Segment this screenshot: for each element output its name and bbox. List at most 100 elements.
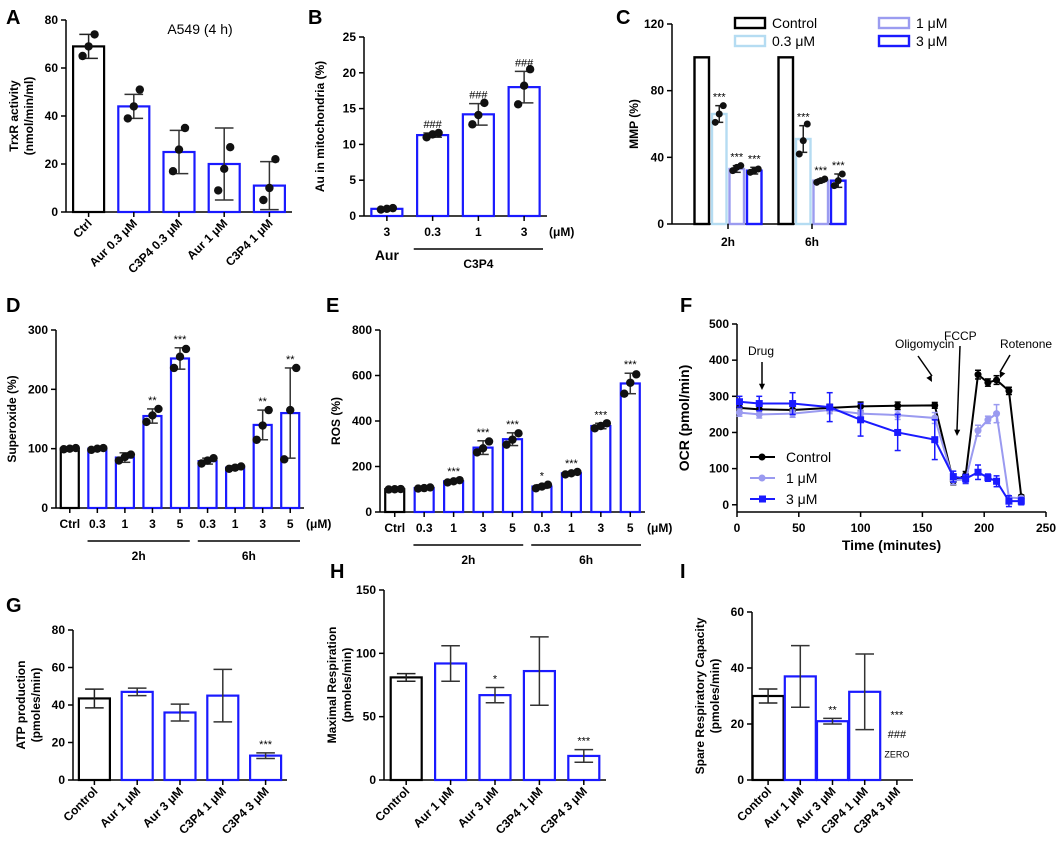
x-tick-label: C3P4 1 μM xyxy=(223,216,276,269)
data-point xyxy=(632,370,641,379)
y-tick-label: 200 xyxy=(28,382,48,396)
data-point xyxy=(894,428,902,436)
y-tick-label: 5 xyxy=(349,173,356,187)
x-tick-label: C3P4 1 μM xyxy=(493,784,546,837)
y-tick-label: 60 xyxy=(731,605,745,619)
data-point xyxy=(737,162,745,170)
bar xyxy=(751,694,785,782)
significance-label: ### xyxy=(469,90,488,102)
y-axis-label-line: Spare Respiratory Capacity xyxy=(693,617,707,774)
x-tick-label: 5 xyxy=(287,517,294,531)
data-point xyxy=(396,484,405,494)
panel-a: A 0 20 40 60 80 TrxR activity(nmol/min/ml) Ctrl… xyxy=(6,7,292,276)
y-tick-label: 80 xyxy=(651,84,665,98)
panel-e: E 0 200 400 600 800 ROS (%) Ctrl 0.3 *** 1 *** 3 *** 5… xyxy=(326,295,672,567)
data-point xyxy=(626,378,635,387)
annotation-arrow xyxy=(917,355,933,377)
y-tick-label: 60 xyxy=(45,61,59,75)
data-point xyxy=(755,410,763,418)
data-point xyxy=(264,405,273,415)
legend-label: 0.3 μM xyxy=(772,33,815,49)
data-point xyxy=(620,389,629,398)
y-tick-label: 300 xyxy=(709,389,729,403)
y-axis-label-line: Maximal Respiration xyxy=(325,627,339,744)
y-axis-label-line: (pmoles/min) xyxy=(708,659,722,734)
significance-label: *** xyxy=(713,92,727,104)
bar xyxy=(501,438,524,514)
x-tick-label: 3 xyxy=(259,517,266,531)
data-point xyxy=(803,120,811,128)
annotation-arrowhead xyxy=(954,429,961,436)
x-tick-label: 0.3 xyxy=(424,225,441,239)
y-tick-label: 40 xyxy=(651,150,665,164)
bar xyxy=(87,447,108,510)
data-point xyxy=(949,473,957,481)
y-tick-label: 20 xyxy=(52,736,66,750)
panel-d: D 0 100 200 300 Superoxide (%) Ctrl 0.3 1 ** 3 *** 5… xyxy=(5,295,331,563)
y-axis-label: OCR (pmol/min) xyxy=(676,365,692,472)
data-point xyxy=(754,165,762,173)
x-tick-label: 250 xyxy=(1036,521,1056,535)
data-point xyxy=(78,51,87,61)
y-tick-label: 0 xyxy=(349,209,356,223)
y-tick-label: 100 xyxy=(356,646,376,660)
y-tick-label: 0 xyxy=(58,773,65,787)
data-point xyxy=(857,416,865,424)
x-tick-label: Ctrl xyxy=(384,521,405,535)
y-tick-label: 20 xyxy=(45,157,59,171)
legend-swatch xyxy=(877,16,911,30)
annotation-arrow xyxy=(956,345,961,431)
y-tick-label: 400 xyxy=(709,353,729,367)
y-tick-label: 400 xyxy=(352,414,372,428)
y-axis-label-line: Au in mitochondria (%) xyxy=(313,61,327,192)
x-tick-label: 100 xyxy=(851,521,871,535)
y-tick-label: 0 xyxy=(41,501,48,515)
data-point xyxy=(226,143,235,152)
data-point xyxy=(142,417,151,427)
data-point xyxy=(214,186,223,195)
legend-marker xyxy=(758,474,766,482)
x-tick-label: 0.3 xyxy=(89,517,106,531)
data-point xyxy=(292,363,301,373)
data-point xyxy=(993,477,1001,485)
x-tick-label: 3 xyxy=(521,225,528,239)
data-point xyxy=(181,344,191,354)
x-tick-label: Aur 1 μM xyxy=(97,784,143,830)
data-point xyxy=(434,128,443,138)
bar xyxy=(745,169,763,226)
significance-label: *** xyxy=(447,466,461,478)
y-tick-label: 0 xyxy=(51,205,58,219)
data-point xyxy=(974,371,982,379)
data-point xyxy=(519,81,529,90)
y-tick-label: 200 xyxy=(352,460,372,474)
annotation-arrowhead xyxy=(758,383,766,390)
x-tick-label: 0 xyxy=(734,521,741,535)
x-tick-label: 3 xyxy=(149,517,156,531)
y-tick-label: 40 xyxy=(731,661,745,675)
y-axis-label-line: TrxR activity xyxy=(7,80,21,152)
significance-label: *** xyxy=(477,427,491,439)
data-point xyxy=(180,123,190,133)
y-tick-label: 10 xyxy=(343,137,357,151)
data-point xyxy=(169,363,179,373)
panel-h: H 0 50 100 150 Maximal Respiration(pmoles/min… xyxy=(325,561,606,837)
y-tick-label: 15 xyxy=(343,102,357,116)
y-tick-label: 0 xyxy=(657,217,664,231)
data-point xyxy=(508,435,517,444)
significance-label: ** xyxy=(828,704,837,716)
data-point xyxy=(543,480,553,489)
significance-label: *** xyxy=(174,334,188,346)
annotation-label: Rotenone xyxy=(1000,337,1052,351)
data-point xyxy=(795,150,803,158)
bar xyxy=(71,45,106,214)
legend-label: 3 μM xyxy=(916,33,947,49)
bar xyxy=(472,446,494,514)
bar xyxy=(461,113,495,218)
data-point xyxy=(974,427,982,435)
bar xyxy=(120,690,154,782)
data-point xyxy=(974,468,982,476)
annotation-label: FCCP xyxy=(944,329,977,343)
x-tick-label: 1 xyxy=(122,517,129,531)
bar xyxy=(225,466,246,510)
bar xyxy=(728,167,746,226)
